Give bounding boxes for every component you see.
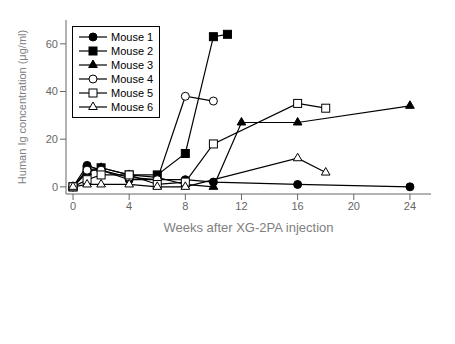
svg-text:16: 16 — [292, 200, 304, 212]
svg-text:8: 8 — [182, 200, 188, 212]
svg-text:12: 12 — [235, 200, 247, 212]
svg-text:20: 20 — [46, 133, 58, 145]
html-text:Mouse 2: Mouse 2 — [111, 45, 154, 57]
svg-text:Human Ig concentration (μg/ml): Human Ig concentration (μg/ml) — [16, 30, 28, 184]
svg-text:4: 4 — [126, 200, 132, 212]
svg-text:60: 60 — [46, 38, 58, 50]
svg-text:20: 20 — [348, 200, 360, 212]
svg-text:0: 0 — [52, 181, 58, 193]
html-text:Mouse 5: Mouse 5 — [111, 87, 154, 99]
html-text:Mouse 3: Mouse 3 — [111, 59, 154, 71]
html-text:Mouse 6: Mouse 6 — [111, 101, 154, 113]
svg-text:24: 24 — [404, 200, 416, 212]
html-text:Mouse 1: Mouse 1 — [111, 31, 154, 43]
svg-text:0: 0 — [70, 200, 76, 212]
svg-text:40: 40 — [46, 85, 58, 97]
html-text:Mouse 4: Mouse 4 — [111, 73, 154, 85]
svg-text:Weeks after XG-2PA injection: Weeks after XG-2PA injection — [163, 220, 333, 235]
